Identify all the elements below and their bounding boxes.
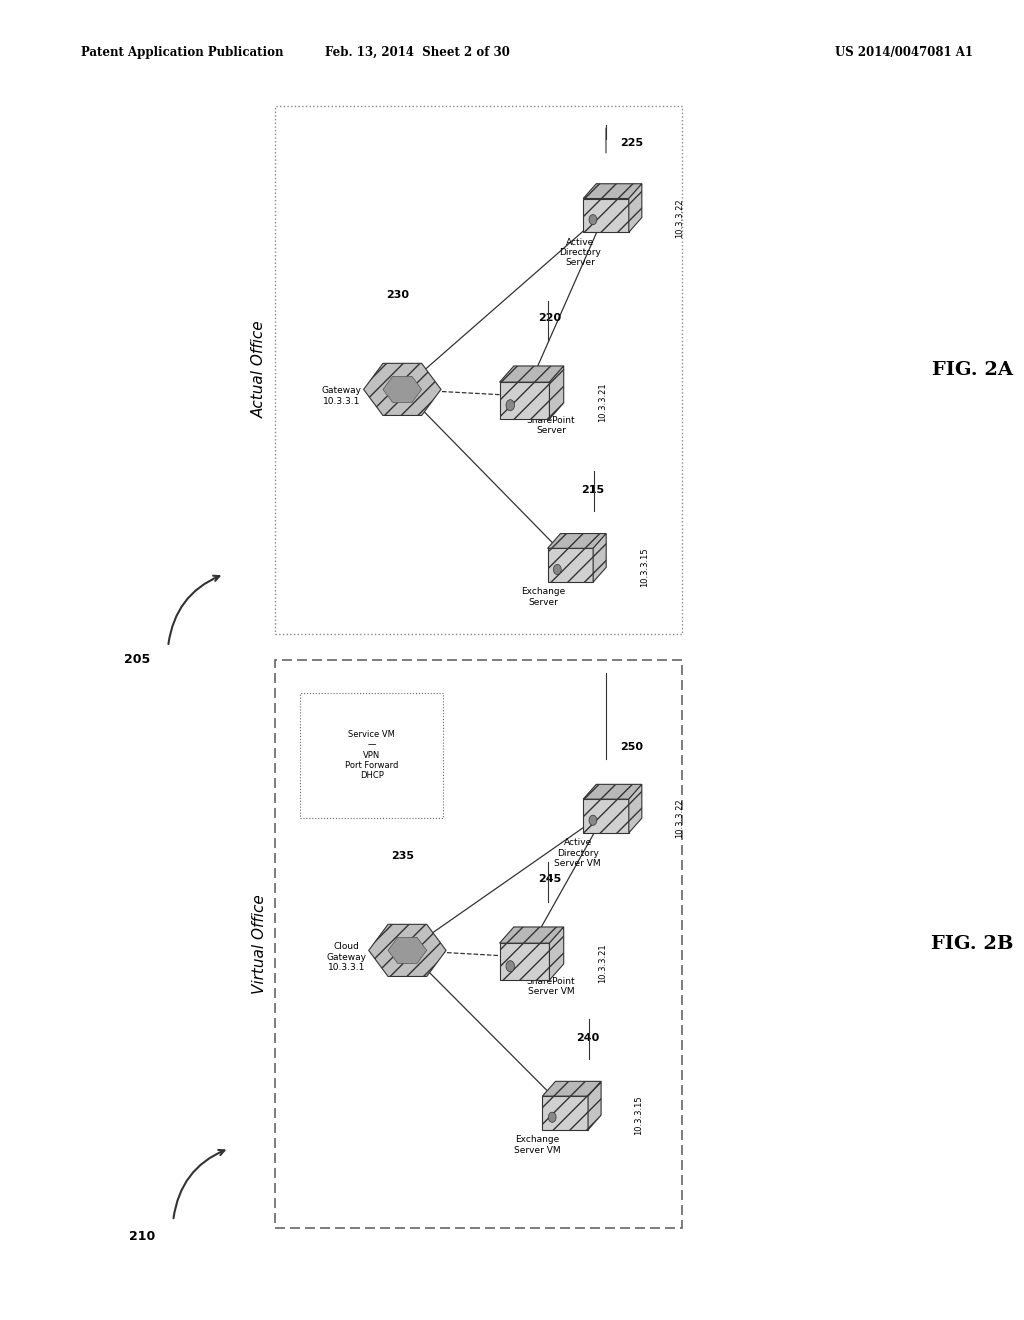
Text: 215: 215 [582,484,604,495]
Polygon shape [550,366,564,420]
Circle shape [548,1113,556,1122]
Polygon shape [584,198,629,232]
Text: 245: 245 [539,874,561,884]
Circle shape [506,400,514,411]
Circle shape [553,565,561,574]
Polygon shape [550,927,564,979]
Text: 235: 235 [391,850,414,861]
Text: 10.3.3.21: 10.3.3.21 [598,944,607,983]
Text: US 2014/0047081 A1: US 2014/0047081 A1 [836,46,973,59]
Polygon shape [588,1081,601,1130]
Circle shape [589,816,597,825]
Text: 210: 210 [129,1230,156,1243]
Text: 10.3.3.21: 10.3.3.21 [598,383,607,422]
FancyBboxPatch shape [300,693,443,818]
Text: Active
Directory
Server: Active Directory Server [559,238,601,268]
Polygon shape [364,363,441,416]
Text: 225: 225 [620,137,643,148]
Polygon shape [629,784,642,833]
Polygon shape [383,376,422,403]
Circle shape [506,961,514,972]
FancyBboxPatch shape [275,660,682,1228]
FancyBboxPatch shape [275,106,682,634]
Polygon shape [543,1096,588,1130]
Text: Exchange
Server VM: Exchange Server VM [513,1135,560,1155]
Polygon shape [593,533,606,582]
Text: 10.3.3.15: 10.3.3.15 [640,548,648,587]
Polygon shape [584,784,642,799]
Text: 10.3.3.15: 10.3.3.15 [635,1096,643,1135]
Text: 240: 240 [577,1032,599,1043]
Text: 10.3.3.22: 10.3.3.22 [675,799,684,838]
Text: FIG. 2B: FIG. 2B [932,935,1014,953]
Text: Virtual Office: Virtual Office [252,894,267,994]
Text: 230: 230 [386,289,409,300]
Polygon shape [369,924,446,977]
Text: 10.3.3.22: 10.3.3.22 [675,198,684,238]
Polygon shape [584,799,629,833]
Text: Cloud
Gateway
10.3.3.1: Cloud Gateway 10.3.3.1 [327,942,367,972]
Polygon shape [500,366,564,383]
Text: SharePoint
Server VM: SharePoint Server VM [526,977,575,997]
Polygon shape [629,183,642,232]
Text: Patent Application Publication: Patent Application Publication [82,46,284,59]
Polygon shape [584,183,642,198]
Text: Exchange
Server: Exchange Server [521,587,565,607]
Text: 250: 250 [620,742,643,752]
Polygon shape [500,927,564,942]
Text: Actual Office: Actual Office [252,321,267,418]
Text: SharePoint
Server: SharePoint Server [526,416,575,436]
Polygon shape [543,1081,601,1096]
Polygon shape [548,533,606,548]
Polygon shape [500,383,550,420]
Polygon shape [388,937,427,964]
Text: Feb. 13, 2014  Sheet 2 of 30: Feb. 13, 2014 Sheet 2 of 30 [326,46,510,59]
Text: FIG. 2A: FIG. 2A [932,360,1013,379]
Text: 220: 220 [539,313,561,323]
Circle shape [589,215,597,224]
Text: Active
Directory
Server VM: Active Directory Server VM [554,838,601,869]
Text: 205: 205 [124,653,151,667]
Polygon shape [500,942,550,979]
Text: Gateway
10.3.3.1: Gateway 10.3.3.1 [322,387,361,405]
Text: Service VM
—
VPN
Port Forward
DHCP: Service VM — VPN Port Forward DHCP [345,730,398,780]
Polygon shape [548,548,593,582]
